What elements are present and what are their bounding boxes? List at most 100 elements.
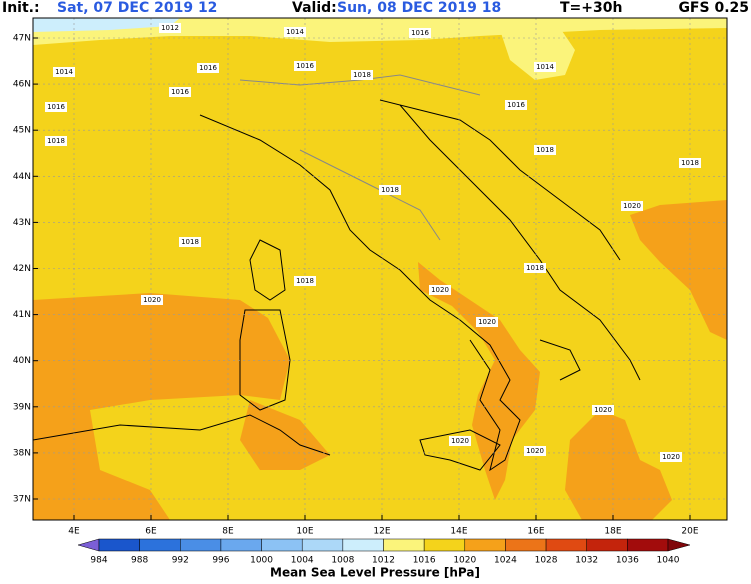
contour-label-box	[476, 317, 498, 327]
colorbar-tick-label: 1036	[616, 556, 639, 566]
contour-label-box	[621, 201, 643, 211]
colorbar-segment	[545, 538, 587, 552]
contour-label-box	[679, 158, 701, 168]
colorbar-segment	[627, 538, 669, 552]
coastlines	[33, 99, 641, 472]
valid-time: Sun, 08 DEC 2019 18	[337, 0, 501, 16]
contour-label-box	[449, 436, 471, 446]
contour-label: 1020	[662, 453, 680, 461]
colorbar-segment	[383, 538, 425, 552]
contour-label-box	[179, 237, 201, 247]
contour-label: 1012	[161, 24, 179, 32]
contour-label-box	[45, 136, 67, 146]
contour-label: 1018	[381, 186, 399, 194]
contour-label-box	[159, 23, 181, 33]
high-pressure-area	[418, 262, 540, 500]
colorbar-segment	[423, 538, 466, 552]
contour-label: 1016	[296, 62, 314, 70]
lat-label: 46N	[13, 80, 31, 90]
low-pressure-area	[33, 18, 727, 45]
contour-label-box	[379, 185, 401, 195]
contour-label-box	[524, 446, 546, 456]
contour-label-box	[429, 285, 451, 295]
colorbar-tick-label: 1004	[291, 556, 314, 566]
lon-label: 6E	[145, 527, 157, 537]
contour-label-box	[505, 100, 527, 110]
lat-label: 44N	[13, 172, 31, 182]
colorbar-tick-label: 1012	[372, 556, 395, 566]
contour-label: 1018	[181, 238, 199, 246]
lon-label: 4E	[68, 527, 80, 537]
lat-label: 40N	[13, 356, 31, 366]
contour-label-box	[284, 27, 306, 37]
contour-label: 1018	[536, 146, 554, 154]
lat-label: 47N	[13, 34, 31, 44]
init-time: Sat, 07 DEC 2019 12	[57, 0, 217, 16]
contour-label-box	[534, 145, 556, 155]
colorbar-tick-label: 996	[212, 556, 229, 566]
lat-label: 43N	[13, 218, 31, 228]
colorbar-segment	[342, 538, 384, 552]
init-label: Init.:	[2, 0, 40, 16]
colorbar-tick-label: 1032	[575, 556, 598, 566]
colorbar-segment	[98, 538, 140, 552]
colorbar-segment	[464, 538, 506, 552]
contour-label-box	[294, 61, 316, 71]
lat-label: 41N	[13, 310, 31, 320]
contour-label: 1020	[594, 406, 612, 414]
colorbar-segment	[180, 538, 222, 552]
colorbar-segment	[301, 538, 344, 552]
contour-label-box	[141, 295, 163, 305]
lon-label: 16E	[527, 527, 544, 537]
lead-time: T=+30h	[560, 0, 622, 16]
contour-label: 1020	[623, 202, 641, 210]
colorbar-segment	[261, 538, 303, 552]
contour-label: 1020	[143, 296, 161, 304]
colorbar-tick-label: 1028	[535, 556, 558, 566]
colorbar-tick-label: 1016	[413, 556, 436, 566]
colorbar-segment	[220, 538, 262, 552]
lat-label: 42N	[13, 264, 31, 274]
colorbar-tick-label: 1040	[657, 556, 680, 566]
colorbar-title: Mean Sea Level Pressure [hPa]	[270, 566, 480, 580]
lon-label: 10E	[296, 527, 313, 537]
contour-label-box	[45, 102, 67, 112]
colorbar-segment	[586, 538, 628, 552]
contour-label: 1014	[536, 63, 554, 71]
model-name: GFS 0.25	[678, 0, 749, 16]
contour-label-box	[592, 405, 614, 415]
colorbar-segment	[505, 538, 547, 552]
high-pressure-area	[565, 410, 672, 520]
colorbar-tick-label: 988	[131, 556, 148, 566]
contour-label: 1016	[199, 64, 217, 72]
contour-label-box	[524, 263, 546, 273]
lat-label: 37N	[13, 495, 31, 505]
contour-label: 1016	[411, 29, 429, 37]
contour-label-box	[351, 70, 373, 80]
contour-label-box	[197, 63, 219, 73]
high-pressure-area	[33, 293, 290, 520]
contour-label-box	[294, 276, 316, 286]
lat-label: 38N	[13, 448, 31, 458]
map-area: 1012 1014 1016 1014 1016 1016 1018 1014 1016 1016…	[32, 17, 728, 521]
contour-label: 1016	[171, 88, 189, 96]
contour-label: 1016	[507, 101, 525, 109]
high-pressure-area	[240, 400, 330, 470]
contour-label: 1020	[526, 447, 544, 455]
colorbar-end	[667, 538, 691, 552]
contour-label-box	[169, 87, 191, 97]
contour-label-box	[660, 452, 682, 462]
colorbar-tick-label: 984	[90, 556, 107, 566]
lon-label: 8E	[222, 527, 234, 537]
lon-label: 14E	[450, 527, 467, 537]
low-pressure-area	[33, 18, 180, 32]
colorbar-tick-label: 1008	[331, 556, 354, 566]
lon-label: 20E	[681, 527, 698, 537]
lat-label: 45N	[13, 126, 31, 136]
contour-label: 1020	[451, 437, 469, 445]
contour-label-box	[53, 67, 75, 77]
contour-label: 1018	[681, 159, 699, 167]
lon-label: 18E	[604, 527, 621, 537]
contour-label: 1018	[296, 277, 314, 285]
